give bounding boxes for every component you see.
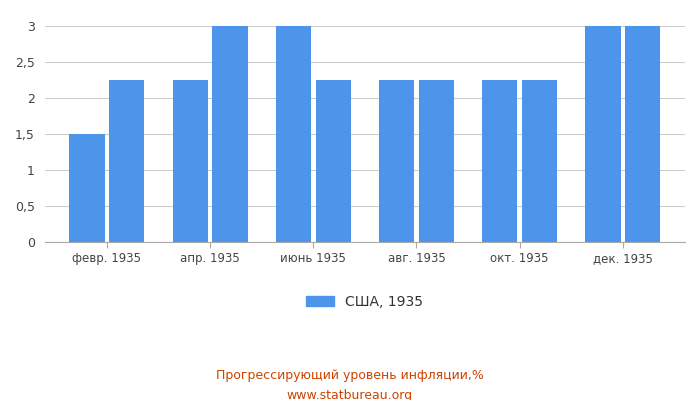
- Bar: [276, 26, 311, 242]
- Bar: [212, 26, 248, 242]
- Bar: [482, 80, 517, 242]
- Bar: [109, 80, 144, 242]
- Bar: [69, 134, 104, 242]
- Text: Прогрессирующий уровень инфляции,%: Прогрессирующий уровень инфляции,%: [216, 370, 484, 382]
- Legend: США, 1935: США, 1935: [301, 289, 429, 314]
- Text: www.statbureau.org: www.statbureau.org: [287, 390, 413, 400]
- Bar: [419, 80, 454, 242]
- Bar: [625, 26, 660, 242]
- Bar: [316, 80, 351, 242]
- Bar: [585, 26, 620, 242]
- Bar: [379, 80, 414, 242]
- Bar: [522, 80, 557, 242]
- Bar: [172, 80, 208, 242]
